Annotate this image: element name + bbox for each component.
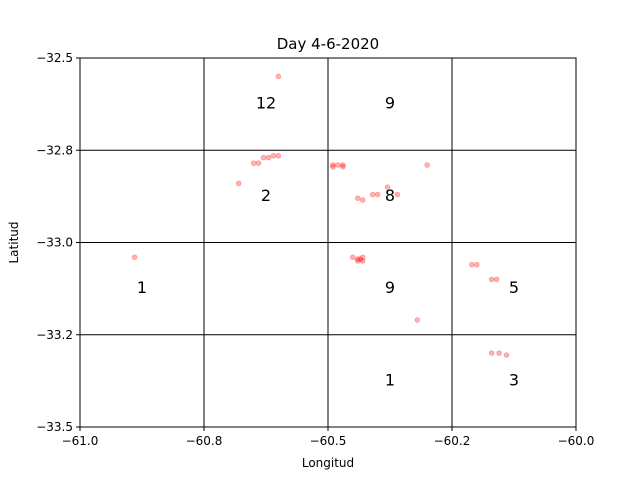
x-tick-label: −60.0 (558, 434, 595, 448)
chart-title: Day 4-6-2020 (277, 35, 379, 53)
data-point (488, 350, 495, 357)
data-point (503, 352, 510, 358)
data-point (265, 154, 272, 161)
cell-count-label: 1 (137, 278, 147, 297)
data-point (496, 350, 502, 357)
data-point (488, 276, 495, 283)
data-point (354, 195, 361, 202)
data-point (330, 162, 336, 168)
data-point (469, 261, 475, 268)
x-tick-label: −61.0 (62, 434, 99, 448)
data-point (384, 184, 391, 190)
data-point (335, 162, 341, 168)
data-point (493, 276, 500, 283)
y-axis-label: Latitud (7, 221, 21, 263)
data-point (473, 261, 480, 268)
cell-count-label: 1 (385, 370, 395, 389)
data-point (349, 254, 356, 261)
data-point (340, 164, 346, 170)
cell-count-label: 9 (385, 94, 395, 113)
cell-count-label: 3 (509, 370, 519, 389)
data-point (359, 197, 366, 203)
data-point (394, 191, 401, 198)
cell-count-label: 9 (385, 278, 395, 297)
cell-count-label: 5 (509, 278, 519, 297)
cell-count-label: 2 (261, 186, 271, 205)
y-tick-label: −33.2 (36, 328, 73, 342)
data-point (275, 73, 282, 80)
x-axis-ticks: −61.0 −60.8 −60.5 −60.2 −60.0 (62, 427, 595, 448)
data-point (359, 254, 366, 261)
data-point (354, 256, 361, 262)
gridlines (80, 58, 576, 427)
y-tick-label: −32.8 (36, 143, 73, 157)
x-tick-label: −60.2 (434, 434, 471, 448)
data-point (131, 254, 138, 261)
cell-count-labels: 12 9 2 8 1 9 5 1 3 (137, 94, 519, 390)
data-point (235, 180, 242, 187)
data-point (270, 152, 277, 159)
data-point (424, 162, 431, 168)
data-point (357, 256, 364, 262)
y-tick-label: −33.0 (36, 236, 73, 250)
data-point (369, 191, 376, 198)
data-point (340, 162, 346, 168)
data-point (374, 191, 381, 198)
data-point (250, 160, 257, 166)
data-point (354, 258, 361, 264)
data-point (255, 160, 262, 166)
data-point (359, 258, 366, 264)
data-point (275, 152, 282, 159)
x-tick-label: −60.5 (310, 434, 347, 448)
data-point (414, 317, 421, 323)
y-tick-label: −33.5 (36, 420, 73, 434)
y-axis-ticks: −32.5 −32.8 −33.0 −33.2 −33.5 (36, 51, 80, 434)
x-axis-label: Longitud (302, 456, 354, 470)
cell-count-label: 8 (385, 186, 395, 205)
data-points (131, 73, 510, 358)
y-tick-label: −32.5 (36, 51, 73, 65)
data-point (260, 154, 267, 161)
data-point (330, 164, 336, 170)
x-tick-label: −60.8 (186, 434, 223, 448)
cell-count-label: 12 (256, 94, 276, 113)
